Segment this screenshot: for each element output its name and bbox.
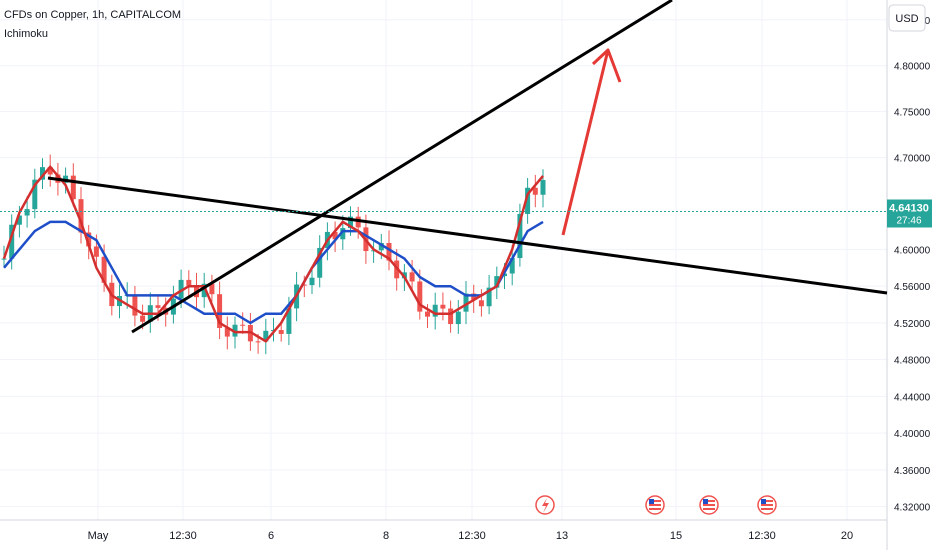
chart-title[interactable]: CFDs on Copper, 1h, CAPITALCOM: [4, 9, 182, 21]
candle-body: [301, 284, 307, 286]
y-tick-label: 4.48000: [894, 356, 931, 367]
candle-body: [525, 187, 531, 214]
currency-button: [888, 4, 926, 32]
candle-body: [132, 294, 138, 316]
candle-body: [278, 330, 284, 334]
candle-body: [186, 279, 192, 286]
candle-body: [409, 272, 415, 282]
flag-stripe: [649, 504, 661, 506]
lightning-glyph: [542, 498, 549, 513]
falling-trendline: [47, 176, 888, 295]
candle-body: [386, 243, 392, 261]
currency-label: USD: [895, 13, 918, 25]
x-tick-label: 12:30: [748, 530, 776, 542]
candle-body: [155, 305, 161, 308]
x-tick-label: 15: [670, 530, 682, 542]
candle-body: [24, 209, 30, 216]
candle-body: [494, 276, 500, 288]
candle-body: [255, 341, 261, 343]
candle-body: [101, 256, 107, 283]
candle-body: [93, 246, 99, 257]
candle-body: [448, 308, 454, 325]
price-badge-countdown: 27:46: [896, 215, 921, 226]
ichimoku-conversion-line: [2, 164, 544, 343]
candle-body: [32, 179, 38, 210]
candle-body: [86, 232, 92, 247]
candle-body: [40, 167, 45, 180]
price-badge: [887, 199, 932, 228]
x-tick-label: 12:30: [458, 530, 486, 542]
y-tick-label: 4.52000: [894, 319, 931, 330]
x-tick-label: 12:30: [169, 530, 197, 542]
candle-body: [9, 224, 15, 259]
candle-body: [348, 216, 353, 229]
flag-stripe: [649, 500, 661, 502]
x-tick-label: May: [88, 530, 109, 542]
candle-body: [47, 167, 53, 175]
candle-body: [340, 228, 346, 240]
flag-canton: [761, 499, 766, 504]
candle-body: [440, 304, 446, 309]
upward-arrow-head: [591, 48, 622, 83]
candle-body: [16, 215, 22, 225]
candle-body: [378, 243, 384, 251]
candle-body: [509, 258, 515, 274]
y-tick-label: 4.40000: [894, 429, 931, 440]
ichimoku-base-line: [3, 220, 544, 325]
flag-stripe: [761, 504, 773, 506]
candle-body: [78, 199, 84, 233]
candle-body: [471, 293, 477, 301]
candle-body: [478, 300, 484, 307]
flag-stripe: [703, 500, 715, 502]
y-tick-label: 4.75000: [894, 108, 931, 119]
candle-body: [540, 180, 546, 195]
candle-body: [517, 213, 523, 259]
upward-arrow: [561, 49, 610, 236]
flag-stripe: [703, 504, 715, 506]
candle-body: [455, 311, 461, 325]
candle-body: [240, 324, 246, 326]
x-tick-label: 13: [556, 530, 568, 542]
candle-body: [209, 283, 215, 295]
candle-body: [432, 304, 438, 317]
flag-stripe: [649, 508, 661, 510]
rising-trendline: [131, 0, 673, 334]
y-tick-label: 4.70000: [894, 154, 931, 165]
x-tick-label: 20: [841, 530, 853, 542]
flag-stripe: [761, 508, 773, 510]
candle-body: [425, 311, 430, 317]
candle-body: [1, 258, 7, 260]
y-tick-label: 4.56000: [894, 282, 931, 293]
candle-body: [70, 175, 76, 200]
x-tick-label: 6: [268, 530, 274, 542]
candle-body: [532, 187, 538, 195]
candle-body: [486, 287, 492, 307]
candle-body: [332, 231, 338, 240]
y-tick-label: 4.44000: [894, 392, 931, 403]
flag-stripe: [761, 500, 773, 502]
y-tick-label: 4.36000: [894, 466, 931, 477]
y-tick-label: 4.80000: [894, 62, 931, 73]
candle-body: [263, 330, 269, 342]
candle-body: [309, 277, 315, 286]
flag-canton: [649, 499, 654, 504]
candle-body: [217, 294, 223, 328]
candle-body: [317, 247, 323, 278]
flag-canton: [703, 499, 708, 504]
x-tick-label: 8: [383, 530, 389, 542]
price-badge-value: 4.64130: [889, 202, 929, 214]
candle-body: [463, 293, 469, 312]
candle-body: [417, 281, 423, 312]
indicator-label[interactable]: Ichimoku: [4, 28, 49, 40]
y-tick-label: 4.60000: [894, 245, 931, 256]
candle-body: [178, 279, 184, 299]
candle-body: [286, 308, 292, 334]
candle-body: [140, 315, 146, 322]
candle-body: [224, 327, 230, 337]
flag-stripe: [703, 508, 715, 510]
candle-body: [201, 283, 207, 298]
y-tick-label: 4.32000: [894, 503, 931, 514]
